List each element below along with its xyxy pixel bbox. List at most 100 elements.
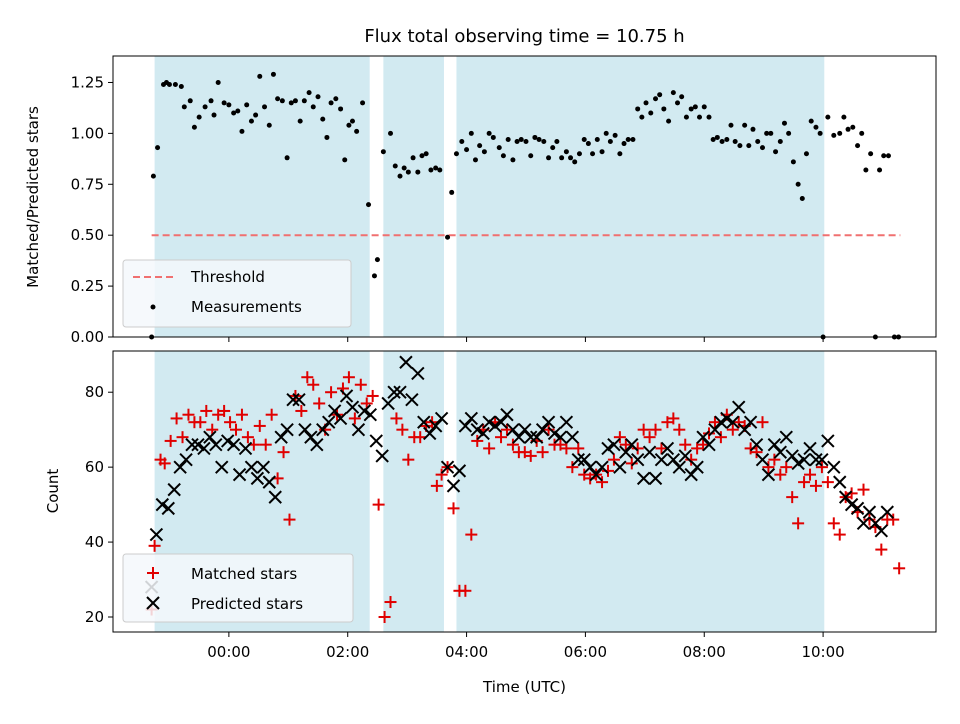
matched-star-point — [780, 461, 793, 474]
measurement-point — [371, 273, 377, 279]
matched-star-point — [301, 371, 314, 384]
measurement-point — [328, 100, 334, 106]
measurement-point — [248, 118, 254, 124]
matched-star-point — [506, 438, 519, 451]
measurement-point — [773, 149, 779, 155]
matched-star-point — [625, 457, 638, 470]
matched-star-point — [435, 468, 448, 481]
measurement-point — [477, 143, 483, 149]
measurement-point — [288, 100, 294, 106]
predicted-star-point — [316, 422, 330, 437]
predicted-star-point — [868, 516, 883, 531]
measurement-point — [594, 136, 600, 142]
matched-star-point — [182, 408, 195, 421]
measurement-point — [437, 167, 443, 173]
measurement-point — [481, 149, 487, 155]
predicted-star-point — [601, 441, 615, 456]
predicted-star-point — [732, 400, 746, 414]
measurement-point — [817, 130, 823, 136]
predicted-star-point — [714, 415, 728, 429]
measurement-point — [661, 106, 667, 112]
measurement-point — [841, 114, 847, 120]
measurement-point — [781, 120, 787, 126]
bottom-plot-frame — [112, 350, 937, 633]
predicted-star-point — [470, 422, 484, 437]
measurement-point — [710, 136, 716, 142]
top-legend: Threshold Measurements — [122, 259, 352, 328]
measurement-point — [397, 173, 403, 179]
matched-star-point — [798, 476, 811, 489]
predicted-star-point — [161, 501, 175, 516]
measurement-point — [881, 153, 887, 159]
predicted-star-point — [428, 419, 443, 433]
predicted-star-point — [619, 445, 633, 459]
observing-window-1 — [383, 56, 444, 337]
predicted-star-point — [678, 449, 692, 463]
matched-star-point — [354, 378, 367, 391]
measurement-point — [648, 110, 654, 116]
matched-star-point — [283, 513, 296, 526]
measurements-series — [149, 71, 902, 340]
bottom-y-axis: 20 40 60 80 — [85, 383, 113, 626]
measurement-point — [275, 96, 281, 102]
measurement-point — [777, 139, 783, 145]
predicted-star-point — [476, 426, 490, 441]
predicted-star-point — [197, 441, 211, 456]
measurement-point — [813, 124, 819, 130]
observing-window-2 — [456, 351, 825, 632]
x-tick-label: 04:00 — [445, 643, 488, 661]
measurement-point — [696, 114, 702, 120]
y-tick-label: 0.00 — [71, 328, 104, 346]
matched-star-point — [827, 517, 840, 530]
predicted-star-point — [856, 516, 871, 531]
measurement-point — [799, 196, 805, 202]
matched-star-point — [200, 404, 213, 417]
predicted-star-point — [850, 501, 865, 516]
predicted-star-point — [262, 475, 276, 489]
matched-star-point — [224, 416, 237, 429]
predicted-star-point — [749, 437, 764, 452]
top-y-axis-label: Matched/Predicted stars — [24, 106, 42, 288]
measurement-point — [808, 118, 814, 124]
predicted-star-point — [512, 430, 526, 444]
measurement-point — [453, 151, 459, 157]
measurement-point — [541, 139, 547, 145]
predicted-star-point — [345, 400, 360, 414]
measurement-point — [211, 112, 217, 118]
measurement-point — [196, 114, 202, 120]
matched-star-point — [176, 431, 189, 444]
matched-star-point — [857, 483, 870, 496]
measurement-point — [550, 145, 556, 151]
predicted-star-point — [696, 430, 710, 444]
matched-star-point — [845, 487, 858, 500]
measurement-point — [825, 114, 831, 120]
top-y-axis: 0.00 0.25 0.50 0.75 1.00 1.25 — [71, 73, 113, 346]
matched-star-point — [277, 446, 290, 459]
measurement-point — [795, 181, 801, 187]
predicted-star-point — [482, 415, 496, 429]
measurement-point — [244, 102, 250, 108]
measurement-point — [150, 173, 156, 179]
predicted-star-point — [363, 407, 378, 422]
matched-star-point — [714, 431, 727, 444]
predicted-star-point — [286, 392, 300, 407]
x-tick-label: 08:00 — [683, 643, 726, 661]
measurement-point — [855, 143, 861, 149]
measurement-point — [445, 234, 451, 240]
measurement-point — [315, 94, 321, 100]
matched-star-point — [253, 419, 266, 432]
predicted-star-point — [458, 419, 473, 433]
predicted-star-point — [351, 422, 366, 437]
matched-star-point — [809, 479, 822, 492]
predicted-star-point — [327, 404, 342, 418]
predicted-star-point — [220, 434, 235, 448]
bottom-x-axis: 00:00 02:00 04:00 06:00 08:00 10:00 — [207, 632, 845, 661]
matched-star-point — [613, 431, 626, 444]
matched-star-point — [447, 502, 460, 515]
measurement-point — [675, 100, 681, 106]
measurement-point — [301, 98, 307, 104]
predicted-star-point — [773, 445, 788, 459]
matched-star-point — [414, 431, 427, 444]
predicted-star-point — [256, 460, 271, 474]
matched-star-point — [560, 442, 573, 455]
